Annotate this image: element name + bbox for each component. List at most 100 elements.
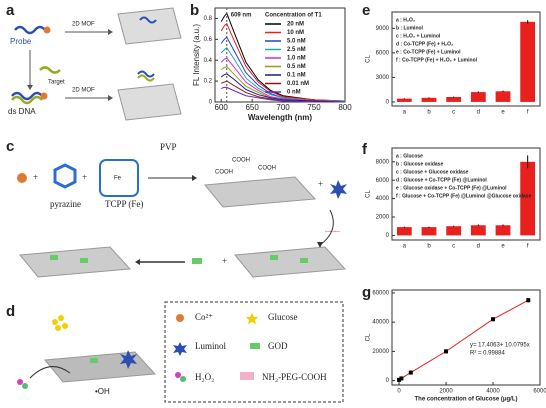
y-tick-label: 20000 bbox=[372, 349, 389, 355]
y-tick-label: 60000 bbox=[372, 291, 389, 297]
label: Fe bbox=[114, 176, 122, 182]
x-tick-label: c bbox=[452, 110, 455, 116]
note: f : Co-TCPP (Fe) + H₂O₂ + Luminol bbox=[396, 57, 478, 63]
legend-text: H₂O₂ bbox=[195, 372, 214, 382]
plus: + bbox=[318, 179, 323, 189]
x-tick-label: 0 bbox=[397, 389, 401, 395]
note: c : H₂O₂ + Luminol bbox=[396, 33, 441, 39]
y-tick-label: 0.8 bbox=[204, 16, 213, 22]
label: TCPP (Fe) bbox=[105, 199, 143, 209]
x-tick-label: 750 bbox=[307, 103, 321, 112]
y-tick-label: 0.6 bbox=[204, 37, 213, 43]
x-axis-title: The concentration of Glucose (μg/L) bbox=[414, 397, 517, 403]
y-tick-label: 4000 bbox=[376, 196, 390, 202]
annotation: 609 nm bbox=[231, 13, 252, 19]
legend-label: 2.5 nM bbox=[287, 47, 306, 53]
bar bbox=[495, 225, 511, 236]
y-tick-label: 8000 bbox=[376, 159, 390, 165]
icon-label: ꟷꟷꟷ bbox=[325, 230, 340, 236]
y-tick-label: 0 bbox=[209, 100, 213, 106]
y-tick-label: 40000 bbox=[372, 320, 389, 326]
legend-title: Concentration of T1 bbox=[265, 13, 322, 19]
label: 2D MOF bbox=[72, 88, 95, 94]
bar bbox=[396, 227, 412, 236]
panel-label: c bbox=[6, 138, 14, 155]
x-tick-label: a bbox=[403, 110, 407, 116]
x-axis-title: Wavelength (nm) bbox=[248, 113, 312, 122]
x-tick-label: 700 bbox=[276, 103, 290, 112]
panel-label: d bbox=[6, 303, 15, 320]
y-axis-title: CL bbox=[366, 333, 372, 341]
y-tick-label: 0 bbox=[386, 233, 390, 239]
note: c : Glucose + Glucose oxidase bbox=[396, 169, 469, 175]
plot-frame bbox=[391, 11, 541, 107]
plus: + bbox=[33, 172, 38, 182]
legend-text: Co²⁺ bbox=[195, 312, 213, 322]
bar bbox=[520, 21, 536, 102]
legend-label: 20 nM bbox=[287, 22, 304, 28]
fit-line bbox=[398, 299, 529, 381]
legend-label: 0.01 nM bbox=[287, 81, 309, 87]
label: Probe bbox=[10, 37, 32, 46]
x-tick-label: 2000 bbox=[439, 389, 453, 395]
y-tick-label: 3000 bbox=[376, 75, 390, 81]
legend-label: 5.0 nM bbox=[287, 39, 306, 45]
point bbox=[444, 349, 449, 354]
y-axis-title: CL bbox=[366, 55, 372, 63]
point bbox=[491, 317, 496, 322]
legend-text: NH₂-PEG-COOH bbox=[262, 372, 327, 382]
diagram-c: + pyrazine + Fe TCPP (Fe) PVP COOH COOH … bbox=[17, 142, 347, 278]
y-tick-label: 0 bbox=[386, 378, 390, 384]
x-tick-label: f bbox=[527, 110, 529, 116]
x-tick-label: 600 bbox=[215, 103, 229, 112]
plot-frame bbox=[391, 147, 541, 241]
plot-frame bbox=[214, 7, 346, 103]
point bbox=[526, 298, 531, 303]
panel-label: a bbox=[6, 2, 15, 19]
label: Target bbox=[48, 80, 65, 86]
y-tick-label: 0 bbox=[386, 99, 390, 105]
x-tick-label: d bbox=[477, 244, 480, 250]
legend-label: 0 nM bbox=[287, 90, 301, 96]
y-axis-title: CL bbox=[366, 190, 372, 198]
legend-text: GOD bbox=[268, 341, 288, 351]
legend-label: 0.5 nM bbox=[287, 64, 306, 70]
label: COOH bbox=[232, 158, 250, 164]
x-tick-label: 6000 bbox=[533, 389, 546, 395]
note: e : Glucose oxidase + Co-TCPP (Fe) @Lumi… bbox=[396, 185, 507, 191]
note: f : Glucose + Co-TCPP (Fe) @Luminol @Glu… bbox=[396, 193, 532, 199]
y-tick-label: 6000 bbox=[376, 50, 390, 56]
line bbox=[220, 22, 346, 102]
y-tick-label: 6000 bbox=[376, 178, 390, 184]
line bbox=[220, 57, 346, 103]
point bbox=[408, 370, 413, 375]
x-tick-label: b bbox=[427, 110, 431, 116]
x-tick-label: 4000 bbox=[486, 389, 500, 395]
x-tick-label: e bbox=[501, 110, 505, 116]
bar bbox=[446, 97, 462, 102]
plot-frame bbox=[391, 289, 541, 386]
note: a : Glucose bbox=[396, 153, 423, 159]
x-tick-label: 650 bbox=[245, 103, 259, 112]
label: 2D MOF bbox=[72, 22, 95, 28]
bar bbox=[421, 97, 437, 102]
label: COOH bbox=[258, 166, 276, 172]
bar bbox=[470, 225, 486, 236]
plus: + bbox=[222, 256, 227, 266]
legend-label: 10 nM bbox=[287, 30, 304, 36]
point bbox=[399, 376, 404, 381]
diagram-d: •OH Co²⁺ Glucose Luminol GOD H₂O₂ NH₂-PE… bbox=[17, 301, 344, 403]
x-tick-label: f bbox=[527, 244, 529, 250]
y-tick-label: 0.2 bbox=[204, 79, 213, 85]
x-tick-label: 800 bbox=[338, 103, 352, 112]
line bbox=[220, 73, 346, 103]
label: •OH bbox=[95, 387, 110, 396]
x-tick-label: e bbox=[501, 244, 505, 250]
x-tick-label: d bbox=[477, 110, 480, 116]
panel-label: e bbox=[362, 2, 370, 19]
legend-label: 0.1 nM bbox=[287, 73, 306, 79]
y-tick-label: 9000 bbox=[376, 26, 390, 32]
plus: + bbox=[82, 172, 87, 182]
y-axis-title: FL Intensity (a.u.) bbox=[192, 24, 201, 86]
note: a : H₂O₂ bbox=[396, 17, 415, 23]
